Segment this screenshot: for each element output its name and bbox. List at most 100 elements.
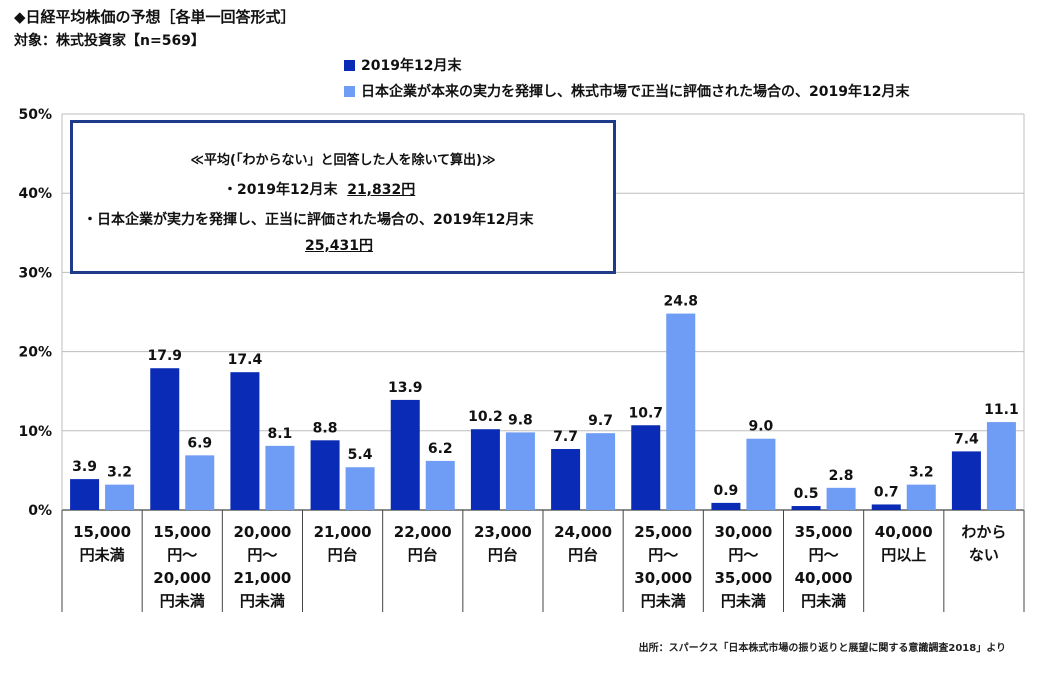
x-tick-label: 円～ — [167, 546, 197, 564]
bar-series-2 — [345, 467, 375, 510]
data-label-series-2: 8.1 — [268, 426, 293, 442]
x-tick-label: 円～ — [247, 546, 277, 564]
legend-item-series-1: 2019年12月末 — [344, 52, 909, 78]
data-label-series-2: 5.4 — [348, 447, 373, 463]
y-tick-label: 0% — [28, 503, 52, 519]
data-label-series-2: 3.2 — [909, 465, 934, 481]
legend-label-series-1: 2019年12月末 — [361, 58, 462, 74]
x-tick-label: 円台 — [488, 546, 518, 564]
data-label-series-2: 6.2 — [428, 441, 453, 457]
bar-series-2 — [265, 445, 295, 510]
x-tick-label: 30,000 — [634, 569, 692, 587]
x-tick-label: 21,000 — [314, 523, 372, 541]
bar-series-1 — [551, 449, 581, 510]
summary-line-1-label: ・2019年12月末 — [223, 182, 338, 198]
data-label-series-1: 10.2 — [468, 409, 503, 425]
data-label-series-2: 9.0 — [749, 419, 774, 435]
summary-heading: ≪平均(「わからない」と回答した人を除いて算出)≫ — [190, 153, 496, 168]
x-tick-label: 30,000 — [714, 523, 772, 541]
data-label-series-1: 10.7 — [628, 405, 663, 421]
data-label-series-2: 24.8 — [663, 294, 698, 310]
summary-line-2-value: 25,431円 — [305, 238, 374, 254]
x-tick-label: 35,000 — [714, 569, 772, 587]
bar-series-1 — [70, 479, 100, 510]
data-label-series-1: 0.7 — [874, 484, 899, 500]
bar-series-2 — [906, 484, 936, 510]
bar-series-1 — [631, 425, 661, 510]
data-label-series-2: 2.8 — [829, 468, 854, 484]
bar-series-2 — [746, 438, 776, 510]
bar-series-2 — [185, 455, 215, 510]
x-tick-label: 円～ — [648, 546, 678, 564]
legend-label-series-2: 日本企業が本来の実力を発揮し、株式市場で正当に評価された場合の、2019年12月… — [361, 84, 910, 100]
legend-swatch-series-2 — [344, 85, 355, 97]
x-tick-label: ない — [969, 546, 999, 564]
x-tick-label: 円未満 — [160, 592, 205, 610]
data-label-series-1: 7.7 — [553, 429, 578, 445]
bar-series-1 — [470, 429, 500, 510]
bar-series-1 — [310, 440, 340, 510]
average-summary-box: ≪平均(「わからない」と回答した人を除いて算出)≫ ・2019年12月末 21,… — [70, 120, 616, 274]
x-tick-label: 円～ — [728, 546, 758, 564]
bar-series-2 — [826, 487, 856, 510]
x-tick-label: 円以上 — [881, 546, 926, 564]
summary-line-2-label: ・日本企業が実力を発揮し、正当に評価された場合の、2019年12月末 — [83, 212, 534, 228]
x-tick-label: 円台 — [328, 546, 358, 564]
x-tick-label: 20,000 — [153, 569, 211, 587]
data-label-series-2: 9.7 — [588, 413, 613, 429]
x-tick-label: 24,000 — [554, 523, 612, 541]
bar-series-1 — [791, 506, 821, 510]
y-tick-label: 10% — [18, 424, 52, 440]
bar-series-1 — [951, 451, 981, 510]
x-tick-label: 25,000 — [634, 523, 692, 541]
legend-swatch-series-1 — [344, 59, 355, 71]
legend-item-series-2: 日本企業が本来の実力を発揮し、株式市場で正当に評価された場合の、2019年12月… — [344, 78, 909, 104]
y-tick-label: 20% — [18, 345, 52, 361]
x-tick-label: 22,000 — [394, 523, 452, 541]
x-tick-label: 15,000 — [153, 523, 211, 541]
x-tick-label: 20,000 — [233, 523, 291, 541]
data-label-series-1: 17.9 — [147, 348, 182, 364]
data-label-series-1: 0.9 — [714, 483, 739, 499]
x-tick-label: 円未満 — [641, 592, 686, 610]
x-tick-label: 21,000 — [233, 569, 291, 587]
bar-series-2 — [505, 432, 535, 510]
y-tick-label: 30% — [18, 265, 52, 281]
chart-title: ◆日経平均株価の予想［各単一回答形式］ — [14, 8, 296, 26]
x-tick-label: 円未満 — [721, 592, 766, 610]
data-label-series-1: 3.9 — [72, 459, 97, 475]
bar-series-1 — [230, 372, 260, 510]
bar-series-1 — [390, 399, 420, 510]
x-tick-label: 円未満 — [80, 546, 125, 564]
x-tick-label: 円未満 — [801, 592, 846, 610]
data-label-series-2: 6.9 — [187, 435, 212, 451]
x-tick-label: わから — [961, 523, 1006, 541]
x-tick-label: 円～ — [809, 546, 839, 564]
x-tick-label: 15,000 — [73, 523, 131, 541]
bar-series-1 — [871, 504, 901, 510]
x-tick-label: 円台 — [408, 546, 438, 564]
data-label-series-1: 7.4 — [954, 431, 979, 447]
chart-subtitle: 対象：株式投資家【n=569】 — [14, 33, 205, 49]
x-tick-label: 円未満 — [240, 592, 285, 610]
data-label-series-1: 17.4 — [228, 352, 263, 368]
bar-series-2 — [425, 460, 455, 510]
data-label-series-2: 9.8 — [508, 412, 533, 428]
bar-series-2 — [986, 422, 1016, 510]
bar-series-1 — [150, 368, 180, 510]
data-label-series-2: 3.2 — [107, 465, 132, 481]
bar-series-2 — [666, 313, 696, 510]
x-tick-label: 円台 — [568, 546, 598, 564]
bar-series-1 — [711, 502, 741, 510]
legend: 2019年12月末 日本企業が本来の実力を発揮し、株式市場で正当に評価された場合… — [344, 52, 909, 104]
source-note: 出所：スパークス「日本株式市場の振り返りと展望に関する意識調査2018」より — [638, 643, 1006, 654]
x-tick-label: 23,000 — [474, 523, 532, 541]
data-label-series-1: 13.9 — [388, 380, 423, 396]
y-tick-label: 40% — [18, 186, 52, 202]
data-label-series-1: 0.5 — [794, 486, 819, 502]
data-label-series-1: 8.8 — [313, 420, 338, 436]
data-label-series-2: 11.1 — [984, 402, 1019, 418]
bar-series-2 — [105, 484, 135, 510]
summary-line-1-value: 21,832円 — [347, 182, 416, 198]
